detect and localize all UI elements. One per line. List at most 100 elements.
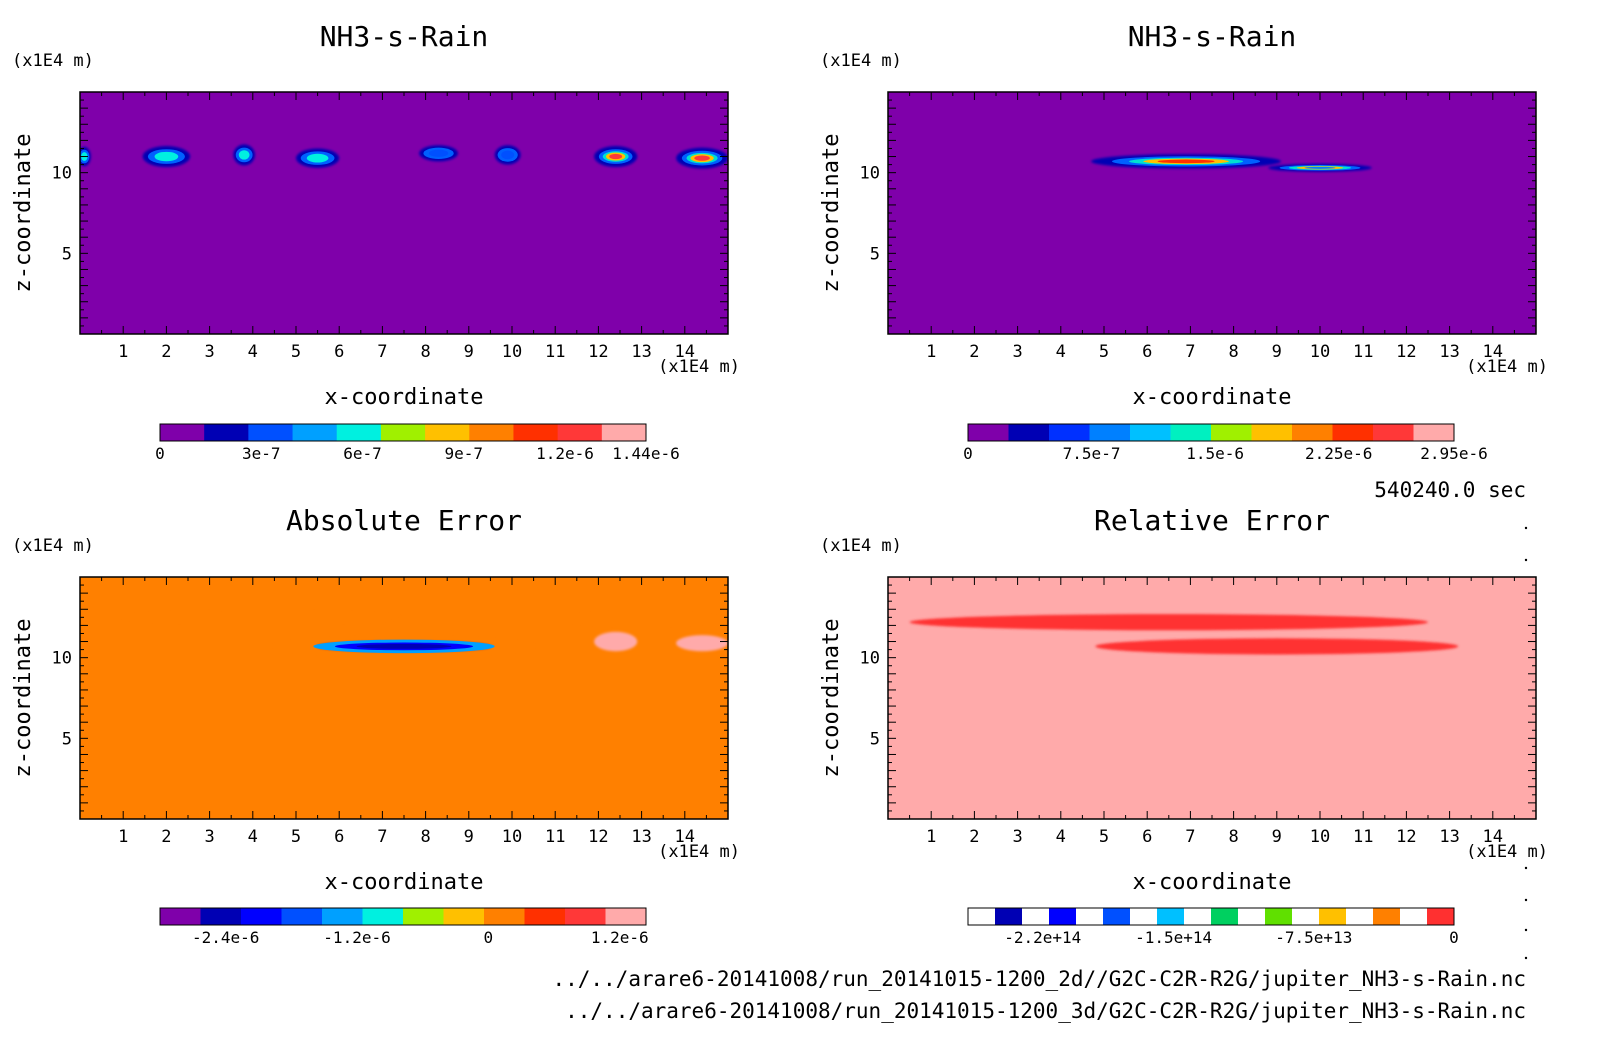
colorbar-frame [159, 423, 647, 442]
x-tick-label: 2 [161, 827, 171, 847]
x-tick-label: 13 [631, 342, 651, 362]
colorbar-cell [565, 908, 606, 925]
x-tick-label: 6 [334, 342, 344, 362]
y-tick-label: 10 [52, 164, 72, 184]
x-tick-label: 11 [545, 827, 565, 847]
x-tick-label: 12 [1396, 827, 1416, 847]
x-tick-label: 11 [1353, 342, 1373, 362]
contour-blob [1157, 159, 1215, 164]
panel-top-left: NH3-s-Rain(x1E4 m)1 2 3 4 5 6 7 8 9 10 11 12 13 14510… [11, 20, 740, 463]
colorbar-tick-label: 0 [484, 928, 494, 947]
x-unit-label: (x1E4 m) [1466, 357, 1548, 377]
colorbar-tick-label: -1.2e-6 [323, 928, 390, 947]
x-tick-label: 8 [420, 827, 430, 847]
colorbar-cell [1373, 424, 1414, 441]
plot-field [80, 92, 728, 334]
colorbar-cell [1049, 424, 1090, 441]
colorbar-tick-label: 1.2e-6 [591, 928, 649, 947]
colorbar-cell [160, 424, 205, 441]
y-tick-label: 10 [860, 164, 880, 184]
colorbar-cell [248, 424, 294, 441]
contour-blob [154, 151, 179, 162]
x-tick-label: 7 [1185, 342, 1195, 362]
x-tick-label: 13 [631, 827, 651, 847]
y-tick-label: 5 [870, 729, 880, 749]
colorbar-cell [1008, 424, 1050, 441]
x-tick-label: 1 [118, 827, 128, 847]
colorbar-tick-label: -2.4e-6 [192, 928, 259, 947]
colorbar-tick-label: 1.2e-6 [536, 444, 594, 463]
colorbar-cell [484, 908, 525, 925]
feature-layer [909, 614, 1459, 655]
x-tick-label: 8 [420, 342, 430, 362]
feature-layer [80, 144, 728, 169]
x-tick-label: 10 [1310, 827, 1330, 847]
x-tick-label: 3 [1012, 827, 1022, 847]
contour-blob [356, 643, 452, 649]
y-unit-label: (x1E4 m) [12, 536, 94, 556]
x-tick-label: 12 [588, 342, 608, 362]
colorbar-tick-label: 3e-7 [242, 444, 281, 463]
colorbar-cell [1319, 908, 1347, 925]
colorbar-cell [1049, 908, 1077, 925]
colorbar-tick-label: -2.2e+14 [1004, 928, 1081, 947]
x-tick-label: 14 [675, 342, 695, 362]
x-tick-label: 3 [1012, 342, 1022, 362]
colorbar-cell [380, 424, 426, 441]
x-tick-label: 12 [588, 827, 608, 847]
x-tick-label: 14 [1483, 827, 1503, 847]
colorbar-cell [1076, 908, 1104, 925]
x-tick-label: 6 [1142, 827, 1152, 847]
x-tick-label: 5 [291, 827, 301, 847]
colorbar-cell [204, 424, 249, 441]
colorbar-cell [281, 908, 323, 925]
contour-blob [609, 153, 623, 160]
colorbar-cell [1251, 424, 1293, 441]
contour-blob [604, 637, 627, 646]
colorbar-tick-label: 0 [1449, 928, 1459, 947]
x-tick-label: 4 [1056, 342, 1066, 362]
x-tick-label: 13 [1439, 342, 1459, 362]
colorbar-cell [1265, 908, 1293, 925]
chart-title: Relative Error [1094, 504, 1330, 537]
contour-blob [689, 639, 716, 647]
y-unit-label: (x1E4 m) [12, 51, 94, 71]
colorbar-cell [469, 424, 514, 441]
x-tick-label: 7 [1185, 827, 1195, 847]
time-label: 540240.0 sec [1374, 478, 1526, 502]
x-tick-label: 4 [248, 827, 258, 847]
colorbar-cell [1130, 424, 1171, 441]
colorbar-frame [159, 907, 647, 926]
colorbar-cell [403, 908, 444, 925]
x-tick-label: 1 [926, 342, 936, 362]
contour-blob [563, 612, 720, 626]
feature-layer [123, 611, 728, 656]
contour-blob [238, 150, 250, 160]
y-tick-label: 5 [62, 244, 72, 264]
colorbar-tick-label: 9e-7 [444, 444, 483, 463]
x-tick-label: 9 [464, 342, 474, 362]
contour-blob [306, 153, 329, 163]
plot-field [888, 92, 1536, 334]
x-tick-label: 2 [161, 342, 171, 362]
x-tick-label: 5 [1099, 827, 1109, 847]
x-tick-label: 6 [334, 827, 344, 847]
contour-blob [1095, 638, 1459, 655]
x-axis-label: x-coordinate [325, 385, 484, 410]
colorbar-cell [1157, 908, 1185, 925]
x-tick-label: 3 [204, 342, 214, 362]
colorbar-cell [557, 424, 603, 441]
colorbar-cell [1292, 424, 1333, 441]
colorbar-cell [1130, 908, 1158, 925]
y-axis-label: z-coordinate [11, 134, 36, 293]
colorbar-tick-label: 0 [155, 444, 165, 463]
contour-blob [428, 149, 449, 157]
x-tick-label: 4 [248, 342, 258, 362]
colorbar-cell [1400, 908, 1428, 925]
edge-dots [1524, 526, 1528, 960]
x-tick-label: 11 [545, 342, 565, 362]
colorbar-cell [1332, 424, 1374, 441]
colorbar-tick-label: -1.5e+14 [1135, 928, 1212, 947]
colorbar-cell [443, 908, 485, 925]
